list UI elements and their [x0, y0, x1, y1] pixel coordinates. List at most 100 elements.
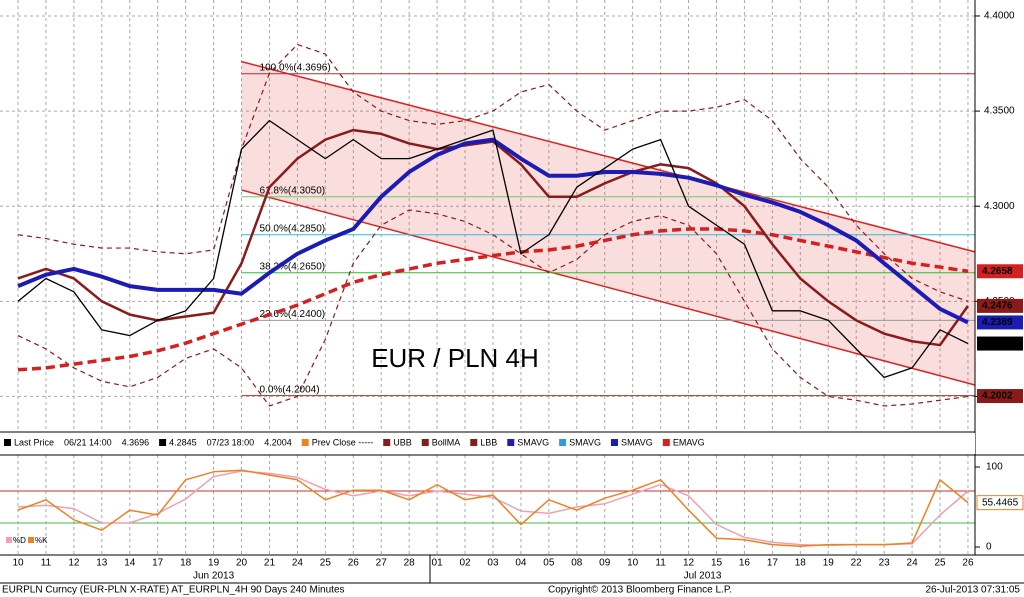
legend-swatch — [470, 439, 478, 446]
legend-swatch — [559, 439, 567, 446]
x-tick-label: 14 — [124, 558, 136, 569]
x-tick-label: 09 — [599, 558, 611, 569]
legend-text: %K — [35, 536, 48, 545]
value-tag — [976, 495, 1024, 511]
fib-label: 61.8%(4.3050) — [260, 185, 326, 196]
legend-bg — [0, 433, 975, 454]
y-tick-label: 4.3500 — [984, 106, 1015, 117]
x-tick-label: 02 — [459, 558, 471, 569]
fib-label: 23.6%(4.2400) — [260, 309, 326, 320]
price-tag-label: 4.2278 — [982, 338, 1013, 349]
y-tick-label: 100 — [986, 462, 1003, 473]
x-tick-label: 10 — [627, 558, 639, 569]
x-tick-label: 19 — [823, 558, 835, 569]
legend-text: Prev Close ----- — [312, 437, 374, 447]
legend-swatch — [507, 439, 515, 446]
legend-swatch — [421, 439, 429, 446]
price-tag-label: 4.2389 — [982, 317, 1013, 328]
fib-label: 50.0%(4.2850) — [260, 223, 326, 234]
legend-swatch — [28, 537, 34, 543]
x-tick-label: 23 — [879, 558, 891, 569]
x-tick-label: 12 — [683, 558, 695, 569]
legend-text: LBB — [480, 437, 497, 447]
x-tick-label: 26 — [348, 558, 360, 569]
x-tick-label: 17 — [152, 558, 164, 569]
legend-text: Last Price — [14, 437, 54, 447]
x-tick-label: 08 — [571, 558, 583, 569]
price-tag — [977, 389, 1023, 404]
y-tick-label: 0 — [986, 542, 992, 553]
legend-text: %D — [13, 536, 26, 545]
legend-text: SMAVG — [517, 437, 549, 447]
x-tick-label: 19 — [208, 558, 220, 569]
fib-label: 0.0%(4.2004) — [260, 384, 320, 395]
chart-annotation: EUR / PLN 4H — [371, 343, 539, 373]
channel-line — [241, 189, 976, 386]
price-tag — [977, 336, 1023, 351]
price-tag-label: 4.2658 — [982, 266, 1013, 277]
fib-label: 100.0%(4.3696) — [260, 62, 331, 73]
month-label: Jul 2013 — [684, 571, 722, 582]
fib-label: 38.2%(4.2650) — [260, 261, 326, 272]
price-tag — [977, 264, 1023, 279]
x-tick-label: 25 — [934, 558, 946, 569]
legend-swatch — [6, 537, 12, 543]
legend-text: 4.2845 — [169, 437, 197, 447]
price-tag-label: 4.2002 — [982, 391, 1013, 402]
price-tag-label: 4.2476 — [982, 301, 1013, 312]
x-tick-label: 13 — [96, 558, 108, 569]
price-tag — [977, 315, 1023, 330]
x-tick-label: 03 — [487, 558, 499, 569]
series-line — [17, 137, 969, 325]
price-tag — [977, 298, 1023, 313]
grid — [0, 0, 975, 555]
legend-text: BollMA — [432, 437, 461, 447]
x-tick-label: 18 — [180, 558, 192, 569]
x-tick-label: 26 — [962, 558, 974, 569]
x-tick-label: 28 — [404, 558, 416, 569]
legend-text: 4.2004 — [264, 437, 292, 447]
x-tick-label: 22 — [851, 558, 863, 569]
channel-fill — [241, 61, 975, 386]
x-tick-label: 15 — [711, 558, 723, 569]
footer-left: EURPLN Curncy (EUR-PLN X-RATE) AT_EURPLN… — [2, 585, 345, 596]
x-tick-label: 01 — [432, 558, 444, 569]
y-tick-label: 4.4000 — [984, 11, 1015, 22]
legend-swatch — [4, 439, 11, 446]
legend-swatch — [301, 439, 309, 446]
legend-text: UBB — [393, 437, 412, 447]
legend-swatch — [610, 439, 618, 446]
legend-text: 4.3696 — [122, 437, 150, 447]
x-tick-label: 24 — [907, 558, 919, 569]
x-tick-label: 17 — [767, 558, 779, 569]
legend-swatch — [383, 439, 391, 446]
x-tick-label: 11 — [655, 558, 666, 569]
series-line — [17, 470, 969, 547]
legend-text: 06/21 14:00 — [64, 437, 112, 447]
footer-right: 26-Jul-2013 07:31:05 — [925, 585, 1020, 596]
x-tick-label: 05 — [543, 558, 555, 569]
x-tick-label: 10 — [12, 558, 24, 569]
series-line — [17, 469, 969, 547]
x-tick-label: 18 — [795, 558, 807, 569]
x-tick-label: 20 — [236, 558, 248, 569]
footer-center: Copyright© 2013 Bloomberg Finance L.P. — [548, 585, 732, 596]
legend-text: SMAVG — [621, 437, 653, 447]
legend-text: EMAVG — [673, 437, 705, 447]
x-tick-label: 24 — [292, 558, 304, 569]
legend-text: SMAVG — [569, 437, 601, 447]
legend-text: 07/23 18:00 — [207, 437, 255, 447]
x-tick-label: 04 — [515, 558, 527, 569]
y-tick-label: 4.3000 — [984, 201, 1015, 212]
x-tick-label: 27 — [376, 558, 388, 569]
series-line — [17, 227, 969, 372]
value-tag-label: 55.4465 — [982, 497, 1019, 508]
series-line — [17, 119, 969, 379]
x-tick-label: 25 — [320, 558, 332, 569]
legend-swatch — [159, 439, 167, 446]
series-line — [17, 209, 969, 407]
plot: 100.0%(4.3696) 61.8%(4.3050) 50.0%(4.2850)… — [0, 43, 976, 547]
x-tick-label: 16 — [739, 558, 751, 569]
series-line — [17, 43, 969, 302]
